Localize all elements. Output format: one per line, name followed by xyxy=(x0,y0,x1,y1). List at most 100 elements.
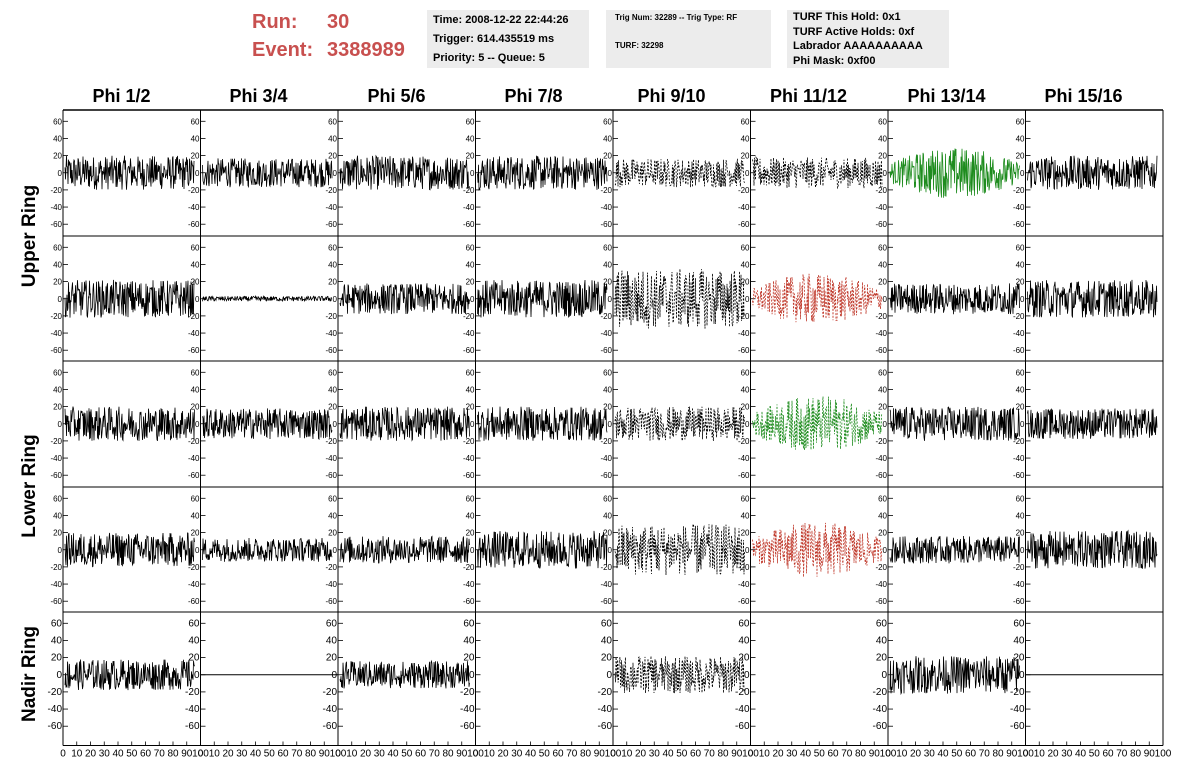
y-tick-label: 20 xyxy=(603,403,612,412)
y-tick-label: -40 xyxy=(1013,329,1025,338)
waveform-trace xyxy=(889,535,1020,565)
x-tick-label: 40 xyxy=(250,749,262,760)
y-tick-label: 60 xyxy=(1016,117,1025,126)
y-tick-label: 60 xyxy=(741,494,750,503)
y-tick-label: 0 xyxy=(744,670,750,681)
y-tick-label: -20 xyxy=(738,186,750,195)
y-tick-label: 40 xyxy=(876,635,888,646)
y-tick-label: -20 xyxy=(1010,687,1025,698)
x-tick-label: 10 xyxy=(346,749,358,760)
x-tick-label: 10 xyxy=(896,749,908,760)
column-header-phi-7-8: Phi 7/8 xyxy=(504,86,563,106)
x-tick-label: 30 xyxy=(236,749,248,760)
y-tick-label: -40 xyxy=(323,704,338,715)
y-tick-label: 40 xyxy=(603,511,612,520)
y-tick-label: 0 xyxy=(194,670,200,681)
y-tick-label: 20 xyxy=(328,152,337,161)
y-tick-label: 60 xyxy=(601,618,613,629)
y-tick-label: 20 xyxy=(188,653,200,664)
y-tick-label: 20 xyxy=(466,278,475,287)
y-tick-label: 60 xyxy=(603,117,612,126)
y-tick-label: 0 xyxy=(333,295,338,304)
y-tick-label: -20 xyxy=(50,312,62,321)
y-tick-label: 20 xyxy=(878,278,887,287)
y-tick-label: -60 xyxy=(875,597,887,606)
x-tick-label: 0 xyxy=(1023,749,1029,760)
y-tick-label: 60 xyxy=(463,618,475,629)
y-tick-label: -20 xyxy=(735,687,750,698)
y-tick-label: 60 xyxy=(466,243,475,252)
y-tick-label: -40 xyxy=(1013,454,1025,463)
waveform-trace xyxy=(202,294,332,303)
y-tick-label: -20 xyxy=(460,687,475,698)
y-tick-label: 60 xyxy=(326,618,338,629)
y-tick-label: 40 xyxy=(738,635,750,646)
y-tick-label: 20 xyxy=(603,529,612,538)
column-header-phi-3-4: Phi 3/4 xyxy=(229,86,288,106)
y-tick-label: 40 xyxy=(1016,260,1025,269)
x-tick-label: 100 xyxy=(1155,749,1172,760)
y-tick-label: 0 xyxy=(58,420,63,429)
x-tick-label: 50 xyxy=(951,749,963,760)
y-tick-label: 60 xyxy=(53,494,62,503)
y-tick-label: -40 xyxy=(325,329,337,338)
y-tick-label: 40 xyxy=(328,134,337,143)
y-tick-label: 40 xyxy=(326,635,338,646)
y-tick-label: -40 xyxy=(463,580,475,589)
y-tick-label: -40 xyxy=(738,580,750,589)
y-tick-label: -20 xyxy=(50,437,62,446)
column-header-phi-15-16: Phi 15/16 xyxy=(1044,86,1123,106)
x-tick-label: 40 xyxy=(525,749,537,760)
x-tick-label: 40 xyxy=(112,749,124,760)
x-tick-label: 50 xyxy=(676,749,688,760)
waveform-trace xyxy=(889,406,1020,441)
y-tick-label: 0 xyxy=(608,295,613,304)
y-tick-label: -20 xyxy=(1013,563,1025,572)
y-tick-label: -60 xyxy=(600,597,612,606)
run-label: Run: xyxy=(252,11,298,33)
waveform-trace xyxy=(1027,155,1158,191)
y-tick-label: 40 xyxy=(53,511,62,520)
x-tick-label: 80 xyxy=(442,749,454,760)
y-tick-label: 40 xyxy=(328,260,337,269)
waveform-trace xyxy=(752,155,883,189)
x-tick-label: 70 xyxy=(291,749,303,760)
y-tick-label: -60 xyxy=(188,346,200,355)
y-tick-label: -20 xyxy=(738,437,750,446)
y-tick-label: 0 xyxy=(58,169,63,178)
x-tick-label: 60 xyxy=(552,749,564,760)
waveform-trace xyxy=(752,273,883,323)
y-tick-label: 60 xyxy=(328,243,337,252)
waveform-trace xyxy=(64,406,195,442)
column-header-phi-1-2: Phi 1/2 xyxy=(92,86,151,106)
y-tick-label: 60 xyxy=(188,618,200,629)
y-tick-label: -40 xyxy=(48,704,63,715)
column-header-phi-13-14: Phi 13/14 xyxy=(907,86,986,106)
y-tick-label: -60 xyxy=(873,721,888,732)
y-tick-label: -20 xyxy=(738,312,750,321)
x-tick-label: 0 xyxy=(335,749,341,760)
y-tick-label: -40 xyxy=(325,580,337,589)
y-tick-label: 40 xyxy=(1016,134,1025,143)
waveform-trace xyxy=(889,148,1020,198)
y-tick-label: 40 xyxy=(741,385,750,394)
y-tick-label: 60 xyxy=(878,368,887,377)
y-tick-label: 60 xyxy=(53,243,62,252)
labrador-text: Labrador AAAAAAAAAA xyxy=(793,40,923,52)
y-tick-label: 20 xyxy=(53,529,62,538)
y-tick-label: 20 xyxy=(51,653,63,664)
waveform-trace xyxy=(202,537,333,563)
y-tick-label: -60 xyxy=(738,346,750,355)
y-tick-label: 60 xyxy=(876,618,888,629)
y-tick-label: 40 xyxy=(741,134,750,143)
waveform-trace xyxy=(64,279,195,318)
y-tick-label: -40 xyxy=(875,454,887,463)
y-tick-label: 40 xyxy=(51,635,63,646)
x-tick-label: 90 xyxy=(456,749,468,760)
y-tick-label: 0 xyxy=(58,295,63,304)
x-tick-label: 60 xyxy=(140,749,152,760)
x-tick-label: 90 xyxy=(319,749,331,760)
waveform-trace xyxy=(64,659,195,691)
x-tick-label: 60 xyxy=(1102,749,1114,760)
y-tick-label: 0 xyxy=(333,546,338,555)
